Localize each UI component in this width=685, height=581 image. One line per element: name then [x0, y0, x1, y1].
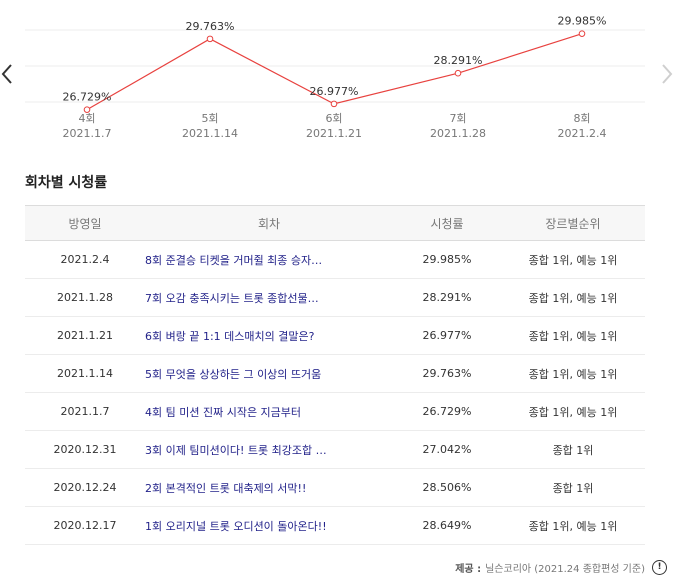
section-title: 회차별 시청률	[25, 175, 108, 191]
air-date-cell: 2021.1.7	[25, 392, 145, 431]
data-point	[330, 100, 338, 108]
info-icon[interactable]: !	[652, 560, 667, 575]
ratings-table: 방영일 회차 시청률 장르별순위 2021.2.4 8회 준결승 티켓을 거머쥘 …	[25, 205, 645, 545]
header-rating: 시청률	[393, 205, 501, 241]
genre-rank-cell: 종합 1위, 예능 1위	[501, 506, 645, 545]
table-row: 2020.12.17 1회 오리지널 트롯 오디션이 돌아온다!! 28.649% 종…	[25, 506, 645, 545]
air-date-cell: 2021.2.4	[25, 240, 145, 279]
x-tick-episode: 5회	[201, 112, 218, 125]
air-date-cell: 2020.12.31	[25, 430, 145, 469]
episode-title-link[interactable]: 4회 팀 미션 진짜 시작은 지금부터	[145, 405, 302, 419]
table-row: 2021.1.14 5회 무엇을 상상하든 그 이상의 뜨거움 29.763% 종합 …	[25, 354, 645, 393]
air-date-cell: 2020.12.17	[25, 506, 145, 545]
table-row: 2021.1.7 4회 팀 미션 진짜 시작은 지금부터 26.729% 종합 1위,…	[25, 392, 645, 431]
rating-cell: 28.506%	[393, 468, 501, 507]
data-point	[578, 30, 586, 37]
data-point	[206, 35, 214, 43]
air-date-cell: 2020.12.24	[25, 468, 145, 507]
episode-title-link[interactable]: 7회 오감 충족시키는 트롯 종합선물…	[145, 291, 319, 305]
table-row: 2020.12.24 2회 본격적인 트롯 대축제의 서막!! 28.506% 종합 …	[25, 468, 645, 507]
rating-cell: 28.291%	[393, 278, 501, 317]
x-tick-date: 2021.1.14	[182, 127, 238, 140]
rating-cell: 27.042%	[393, 430, 501, 469]
x-tick-date: 2021.1.7	[63, 127, 112, 140]
rating-cell: 26.977%	[393, 316, 501, 355]
series-line	[86, 33, 583, 111]
x-tick-episode: 7회	[449, 112, 466, 125]
genre-rank-cell: 종합 1위	[501, 468, 645, 507]
chevron-right-icon	[662, 64, 673, 84]
source-note: 제공 : 닐슨코리아 (2021.24 종합편성 기준)	[455, 560, 645, 575]
genre-rank-cell: 종합 1위, 예능 1위	[501, 278, 645, 317]
rating-cell: 28.649%	[393, 506, 501, 545]
data-label: 26.729%	[63, 91, 112, 104]
table-row: 2021.1.21 6회 벼랑 끝 1:1 데스매치의 결말은? 26.977% 종합…	[25, 316, 645, 355]
table-header-row: 방영일 회차 시청률 장르별순위	[25, 205, 645, 241]
source-text: 닐슨코리아 (2021.24 종합편성 기준)	[485, 564, 645, 575]
genre-rank-cell: 종합 1위, 예능 1위	[501, 354, 645, 393]
chevron-left-icon	[1, 64, 12, 84]
episode-title-cell: 3회 이제 팀미션이다! 트롯 최강조합 …	[145, 430, 393, 469]
table-row: 2021.2.4 8회 준결승 티켓을 거머쥘 최종 승자… 29.985% 종합 1…	[25, 240, 645, 279]
x-tick-date: 2021.1.28	[430, 127, 486, 140]
episode-title-cell: 5회 무엇을 상상하든 그 이상의 뜨거움	[145, 354, 393, 393]
episode-title-cell: 4회 팀 미션 진짜 시작은 지금부터	[145, 392, 393, 431]
table-row: 2020.12.31 3회 이제 팀미션이다! 트롯 최강조합 … 27.042% 종…	[25, 430, 645, 469]
ratings-line-chart: 26.729% 4회 2021.1.7 29.763% 5회 2021.1.14 26.97…	[25, 15, 645, 140]
data-point	[83, 106, 91, 113]
episode-title-cell: 8회 준결승 티켓을 거머쥘 최종 승자…	[145, 240, 393, 279]
episode-title-link[interactable]: 5회 무엇을 상상하든 그 이상의 뜨거움	[145, 367, 322, 381]
episode-title-link[interactable]: 6회 벼랑 끝 1:1 데스매치의 결말은?	[145, 329, 315, 343]
x-tick-episode: 8회	[573, 112, 590, 125]
header-air-date: 방영일	[25, 205, 145, 241]
header-genre-rank: 장르별순위	[501, 205, 645, 241]
header-episode: 회차	[145, 205, 393, 241]
episode-title-link[interactable]: 8회 준결승 티켓을 거머쥘 최종 승자…	[145, 253, 323, 267]
episode-title-link[interactable]: 3회 이제 팀미션이다! 트롯 최강조합 …	[145, 443, 327, 457]
data-label: 29.985%	[558, 15, 607, 28]
episode-title-cell: 1회 오리지널 트롯 오디션이 돌아온다!!	[145, 506, 393, 545]
x-tick-episode: 6회	[325, 112, 342, 125]
data-label: 29.763%	[186, 20, 235, 33]
data-label: 28.291%	[434, 54, 483, 67]
prev-arrow-button[interactable]	[0, 62, 14, 86]
episode-title-cell: 7회 오감 충족시키는 트롯 종합선물…	[145, 278, 393, 317]
genre-rank-cell: 종합 1위, 예능 1위	[501, 240, 645, 279]
x-tick-date: 2021.1.21	[306, 127, 362, 140]
air-date-cell: 2021.1.14	[25, 354, 145, 393]
air-date-cell: 2021.1.21	[25, 316, 145, 355]
episode-title-link[interactable]: 2회 본격적인 트롯 대축제의 서막!!	[145, 481, 307, 495]
episode-title-link[interactable]: 1회 오리지널 트롯 오디션이 돌아온다!!	[145, 519, 327, 533]
table-row: 2021.1.28 7회 오감 충족시키는 트롯 종합선물… 28.291% 종합 1…	[25, 278, 645, 317]
next-arrow-button[interactable]	[660, 62, 674, 86]
x-tick-episode: 4회	[78, 112, 95, 125]
data-label: 26.977%	[310, 85, 359, 98]
source-label: 제공 :	[455, 564, 482, 575]
genre-rank-cell: 종합 1위	[501, 430, 645, 469]
episode-title-cell: 6회 벼랑 끝 1:1 데스매치의 결말은?	[145, 316, 393, 355]
rating-cell: 26.729%	[393, 392, 501, 431]
genre-rank-cell: 종합 1위, 예능 1위	[501, 392, 645, 431]
rating-cell: 29.985%	[393, 240, 501, 279]
genre-rank-cell: 종합 1위, 예능 1위	[501, 316, 645, 355]
air-date-cell: 2021.1.28	[25, 278, 145, 317]
rating-cell: 29.763%	[393, 354, 501, 393]
data-point	[454, 69, 462, 77]
x-tick-date: 2021.2.4	[558, 127, 607, 140]
episode-title-cell: 2회 본격적인 트롯 대축제의 서막!!	[145, 468, 393, 507]
